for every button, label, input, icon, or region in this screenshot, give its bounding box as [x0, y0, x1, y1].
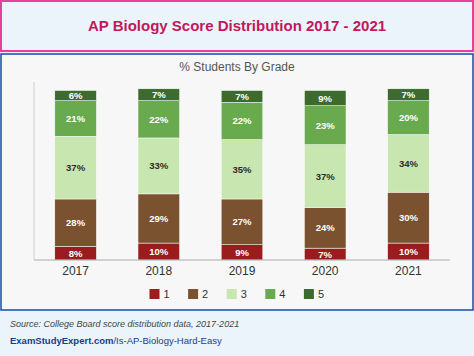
- data-label: 10%: [399, 246, 419, 257]
- data-label: 24%: [316, 222, 336, 233]
- data-label: 7%: [318, 249, 332, 260]
- data-label: 35%: [232, 164, 252, 175]
- bar-segment: [138, 243, 180, 260]
- title-band: [1, 1, 473, 51]
- x-tick-label: 2017: [62, 264, 89, 278]
- bar-segment: [55, 199, 97, 246]
- legend-label: 4: [279, 288, 285, 300]
- bar-segment: [388, 89, 430, 101]
- bar-segment: [221, 245, 263, 260]
- footer-link: ExamStudyExpert.com/Is-AP-Biology-Hard-E…: [10, 335, 222, 346]
- data-label: 28%: [66, 217, 86, 228]
- data-label: 27%: [232, 216, 252, 227]
- legend-swatch: [304, 289, 314, 299]
- bar-segment: [388, 135, 430, 193]
- bar-segment: [55, 90, 97, 100]
- data-label: 21%: [66, 113, 86, 124]
- data-label: 9%: [235, 247, 249, 258]
- data-label: 7%: [152, 89, 166, 100]
- bar-segment: [388, 243, 430, 260]
- bar-segment: [388, 192, 430, 243]
- bar-segment: [221, 199, 263, 245]
- x-tick-label: 2018: [145, 264, 172, 278]
- data-label: 30%: [399, 212, 419, 223]
- title: AP Biology Score Distribution 2017 - 202…: [88, 17, 386, 34]
- bar-segment: [221, 102, 263, 139]
- bar-segment: [304, 106, 346, 145]
- legend: 1 2 3 4 5: [150, 288, 325, 300]
- legend-swatch: [265, 289, 275, 299]
- bars: [55, 89, 429, 260]
- legend-swatch: [188, 289, 198, 299]
- bar-segment: [138, 194, 180, 243]
- data-label: 29%: [149, 213, 169, 224]
- y-axis: [34, 82, 35, 260]
- data-label: 7%: [402, 89, 416, 100]
- x-tick-label: 2019: [229, 264, 256, 278]
- data-label: 8%: [69, 248, 83, 259]
- data-label: 37%: [316, 171, 336, 182]
- footer-link-part: ExamStudyExpert.com: [10, 335, 113, 346]
- data-label: 10%: [149, 246, 169, 257]
- bar-segment: [304, 145, 346, 208]
- data-label: 6%: [69, 90, 83, 101]
- bar-segment: [55, 101, 97, 137]
- bar-segment: [138, 89, 180, 101]
- bar-segment: [55, 136, 97, 199]
- bar-segment: [304, 248, 346, 260]
- bar-segment: [221, 90, 263, 102]
- data-label: 20%: [399, 112, 419, 123]
- data-label: 34%: [399, 158, 419, 169]
- subtitle: % Students By Grade: [179, 60, 295, 74]
- bar-segment: [304, 90, 346, 105]
- data-label: 22%: [149, 114, 169, 125]
- data-label: 23%: [316, 120, 336, 131]
- chart-panel: [1, 54, 473, 310]
- bar-segment: [221, 140, 263, 199]
- legend-label: 5: [318, 288, 324, 300]
- data-label: 7%: [235, 91, 249, 102]
- bar-segment: [138, 101, 180, 138]
- data-labels: 8% 10% 9% 7% 10% 28% 29% 27% 24% 30% 37% 33% 35% 37% 3…: [66, 89, 418, 259]
- legend-label: 3: [241, 288, 247, 300]
- footer-link-part: /Is-AP-Biology-Hard-Easy: [113, 335, 221, 346]
- source-note: Source: College Board score distribution…: [10, 319, 239, 329]
- bar-segment: [55, 246, 97, 260]
- x-tick-label: 2021: [395, 264, 422, 278]
- data-label: 37%: [66, 162, 86, 173]
- legend-label: 2: [202, 288, 208, 300]
- x-axis: [34, 260, 450, 261]
- data-label: 33%: [149, 160, 169, 171]
- legend-swatch: [227, 289, 237, 299]
- bar-segment: [388, 101, 430, 135]
- bar-segment: [304, 207, 346, 248]
- background: [0, 0, 474, 356]
- legend-label: 1: [164, 288, 170, 300]
- legend-swatch: [150, 289, 160, 299]
- data-label: 9%: [318, 93, 332, 104]
- data-label: 22%: [232, 115, 252, 126]
- x-tick-label: 2020: [312, 264, 339, 278]
- bar-segment: [138, 138, 180, 194]
